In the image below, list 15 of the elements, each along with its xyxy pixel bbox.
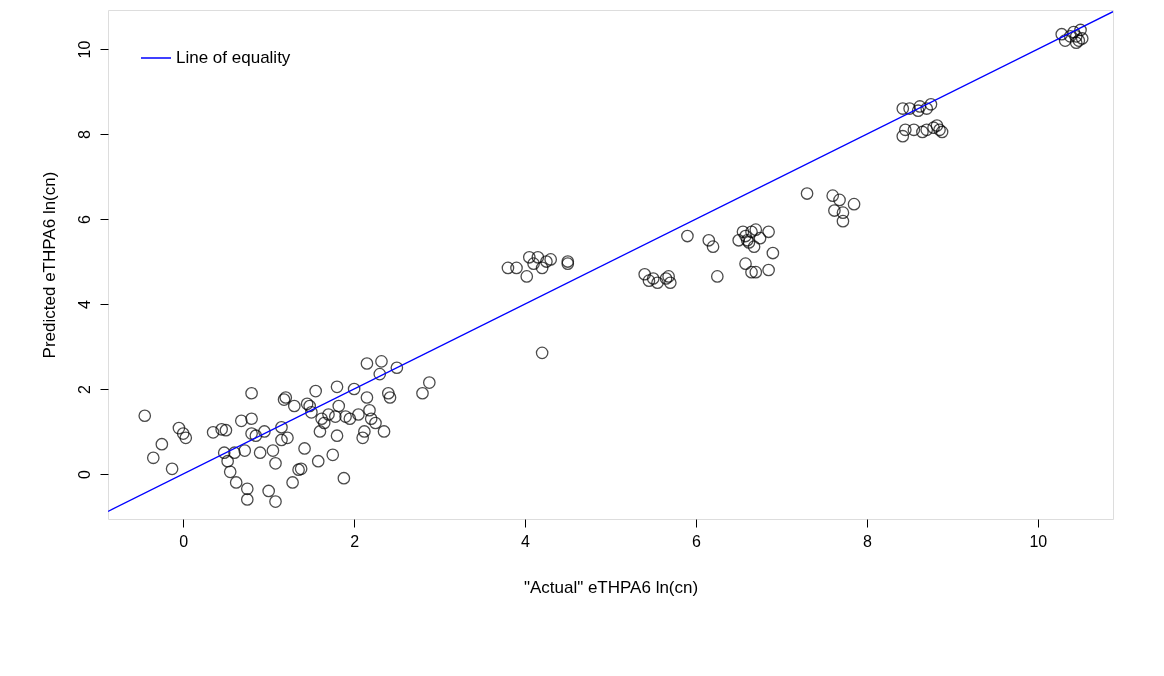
x-tick-label: 10 [1029,532,1048,550]
x-tick-label: 4 [521,532,531,550]
y-tick-label: 6 [75,214,93,224]
legend-label: Line of equality [176,48,291,67]
x-tick-label: 2 [350,532,360,550]
y-axis-title: Predicted eTHPA6 ln(cn) [39,171,59,359]
y-tick-label: 4 [75,299,93,309]
x-axis-title: "Actual" eTHPA6 ln(cn) [523,577,699,597]
x-tick-label: 6 [692,532,702,550]
x-tick-label: 8 [862,532,872,550]
y-tick-label: 10 [75,40,93,59]
y-tick-label: 8 [75,130,93,140]
y-tick-label: 0 [75,469,93,479]
x-tick-label: 0 [179,532,189,550]
y-tick-label: 2 [75,384,93,394]
